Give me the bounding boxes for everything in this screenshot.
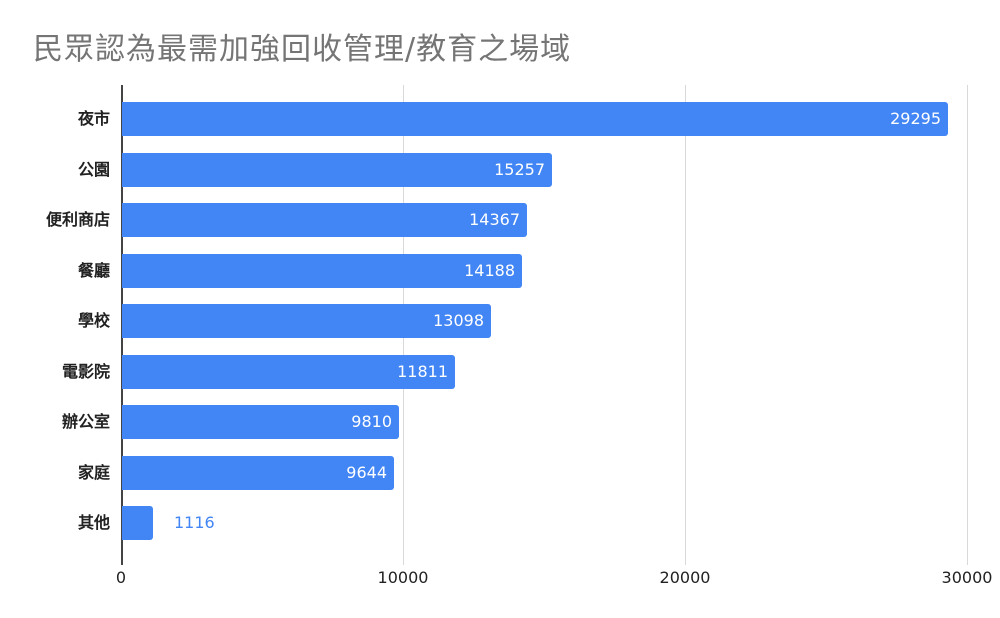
plot-area: 29295 15257 14367 14188 13098 11811 9810 9644 11… [121, 85, 968, 565]
x-tick-label: 0 [115, 568, 127, 587]
bar-value-label: 1116 [174, 513, 215, 532]
category-label: 便利商店 [45, 210, 110, 229]
bar-value-label: 14188 [464, 261, 515, 280]
bar [122, 153, 552, 187]
category-label: 夜市 [77, 109, 110, 128]
bar [122, 506, 153, 540]
category-label: 公園 [77, 160, 110, 179]
bar-value-label: 14367 [469, 210, 520, 229]
bar-value-label: 11811 [397, 362, 448, 381]
category-label: 家庭 [77, 463, 110, 482]
category-label: 其他 [77, 513, 110, 532]
bar [122, 456, 394, 490]
category-label: 學校 [77, 311, 110, 330]
bar [122, 355, 455, 389]
category-label: 辦公室 [61, 412, 110, 431]
bar [122, 102, 948, 136]
bar-value-label: 9644 [346, 463, 387, 482]
chart-title: 民眾認為最需加強回收管理/教育之場域 [33, 32, 572, 67]
bar [122, 203, 527, 237]
gridline-20000 [685, 85, 686, 565]
bar-value-label: 13098 [433, 311, 484, 330]
x-tick-label: 20000 [659, 568, 711, 587]
bar-value-label: 9810 [351, 412, 392, 431]
bar-value-label: 15257 [494, 160, 545, 179]
bar [122, 254, 522, 288]
category-label: 餐廳 [77, 261, 110, 280]
category-label: 電影院 [61, 362, 110, 381]
x-tick-label: 30000 [941, 568, 993, 587]
bar [122, 405, 399, 439]
bar [122, 304, 491, 338]
bar-value-label: 29295 [890, 109, 941, 128]
gridline-30000 [967, 85, 968, 565]
x-tick-label: 10000 [377, 568, 429, 587]
